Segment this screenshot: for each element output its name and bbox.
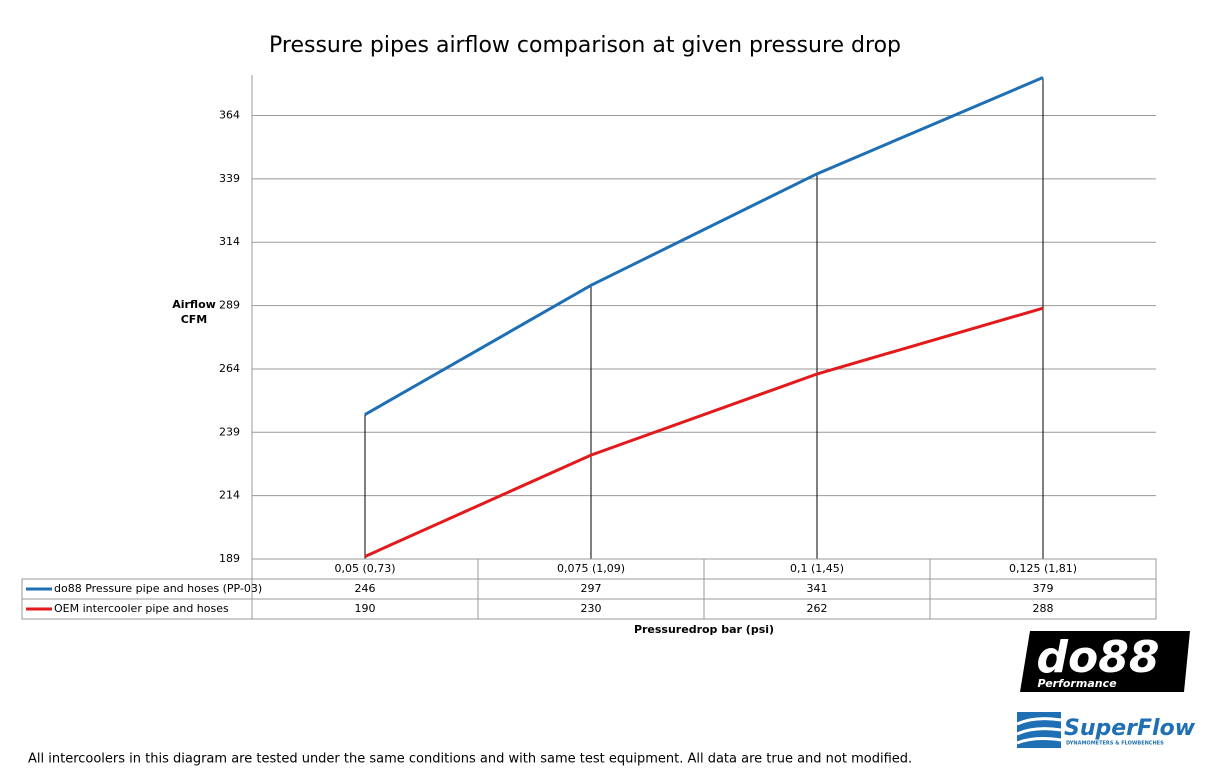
series-line bbox=[364, 76, 1044, 416]
logo-text: do88 bbox=[1037, 632, 1160, 683]
x-tick-label: 0,05 (0,73) bbox=[334, 562, 395, 575]
x-tick-label: 0,075 (1,09) bbox=[557, 562, 625, 575]
y-tick-label: 239 bbox=[219, 425, 240, 438]
superflow-logo: SuperFlow DYNAMOMETERS & FLOWBENCHES bbox=[1016, 712, 1196, 748]
table-value: 297 bbox=[581, 582, 602, 595]
table-value: 379 bbox=[1033, 582, 1054, 595]
y-tick-label: 289 bbox=[219, 299, 240, 312]
table-value: 262 bbox=[807, 602, 828, 615]
y-tick-label: 214 bbox=[219, 489, 240, 502]
chart-title: Pressure pipes airflow comparison at giv… bbox=[269, 33, 901, 58]
y-tick-label: 339 bbox=[219, 172, 240, 185]
footnote: All intercoolers in this diagram are tes… bbox=[28, 752, 912, 767]
y-tick-label: 189 bbox=[219, 552, 240, 565]
y-axis-title: Airflow CFM bbox=[172, 298, 216, 326]
logo-text: SuperFlow bbox=[1064, 716, 1196, 741]
logo-subtext: Performance bbox=[1037, 677, 1117, 690]
legend-label: OEM intercooler pipe and hoses bbox=[54, 602, 229, 615]
x-tick-label: 0,125 (1,81) bbox=[1009, 562, 1077, 575]
y-tick-label: 364 bbox=[219, 109, 240, 122]
x-axis-title: Pressuredrop bar (psi) bbox=[634, 623, 774, 636]
logo-subtext: DYNAMOMETERS & FLOWBENCHES bbox=[1066, 741, 1164, 747]
series-line bbox=[364, 306, 1044, 558]
do88-logo: do88 Performance bbox=[1020, 631, 1190, 692]
table-value: 230 bbox=[581, 602, 602, 615]
y-tick-label: 264 bbox=[219, 362, 240, 375]
legend-label: do88 Pressure pipe and hoses (PP-03) bbox=[54, 582, 262, 595]
x-tick-label: 0,1 (1,45) bbox=[790, 562, 844, 575]
y-tick-label: 314 bbox=[219, 235, 240, 248]
table-value: 341 bbox=[807, 582, 828, 595]
table-value: 288 bbox=[1033, 602, 1054, 615]
table-value: 246 bbox=[355, 582, 376, 595]
table-value: 190 bbox=[355, 602, 376, 615]
